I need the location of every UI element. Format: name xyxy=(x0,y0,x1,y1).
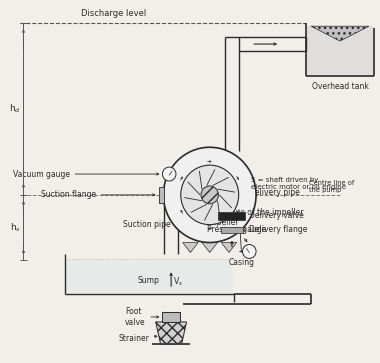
Text: S = shaft driven by
electric motor or oil engine: S = shaft driven by electric motor or oi… xyxy=(251,177,346,190)
Text: h$_d$: h$_d$ xyxy=(9,103,21,115)
Polygon shape xyxy=(311,26,369,41)
Text: V$_s$: V$_s$ xyxy=(173,276,183,289)
Text: Delivery pipe: Delivery pipe xyxy=(242,188,300,197)
Text: Pressure gauge: Pressure gauge xyxy=(207,225,266,242)
Text: Delivery valve: Delivery valve xyxy=(246,211,304,220)
Text: Sump: Sump xyxy=(137,276,159,285)
Bar xyxy=(158,187,165,203)
Text: h$_s$: h$_s$ xyxy=(10,221,21,234)
Polygon shape xyxy=(221,242,237,252)
Text: Suction pipe: Suction pipe xyxy=(123,220,171,229)
Text: Discharge level: Discharge level xyxy=(81,9,146,18)
Text: Impeller: Impeller xyxy=(207,218,238,227)
Polygon shape xyxy=(183,242,198,252)
Polygon shape xyxy=(156,322,187,344)
Text: Overhead tank: Overhead tank xyxy=(312,82,369,91)
Text: V$_d$: V$_d$ xyxy=(234,180,245,192)
Circle shape xyxy=(163,147,256,242)
Text: Suction flange: Suction flange xyxy=(41,191,155,199)
Circle shape xyxy=(201,186,218,204)
Polygon shape xyxy=(66,260,233,293)
Circle shape xyxy=(181,165,239,225)
Circle shape xyxy=(242,245,256,258)
Text: Vacuum gauge: Vacuum gauge xyxy=(13,170,159,179)
Polygon shape xyxy=(307,26,373,75)
Text: Centre line of
the pump: Centre line of the pump xyxy=(309,180,355,193)
Circle shape xyxy=(162,167,176,181)
Text: Strainer: Strainer xyxy=(118,334,157,343)
Bar xyxy=(218,212,245,220)
Bar xyxy=(162,312,180,322)
Polygon shape xyxy=(202,242,217,252)
Text: Eye of the impeller: Eye of the impeller xyxy=(219,199,304,217)
Bar xyxy=(221,227,242,233)
Text: Casing: Casing xyxy=(229,229,255,267)
Text: Foot
valve: Foot valve xyxy=(125,307,159,327)
Text: Delivery flange: Delivery flange xyxy=(243,225,308,234)
